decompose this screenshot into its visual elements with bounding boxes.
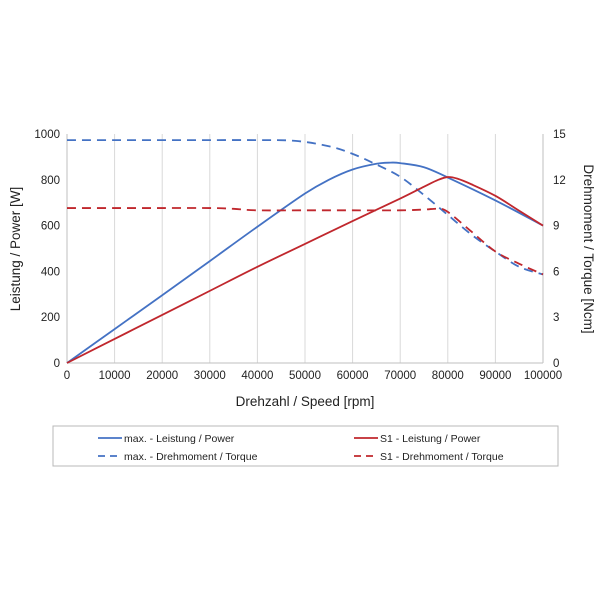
legend: max. - Leistung / Power S1 - Leistung / P… xyxy=(52,425,559,467)
x-tick-label: 70000 xyxy=(384,370,416,382)
y-left-tick-label: 200 xyxy=(41,312,60,324)
legend-item-max-leistung-power: max. - Leistung / Power xyxy=(98,433,235,445)
legend-label: S1 - Leistung / Power xyxy=(380,433,481,445)
x-tick-label: 30000 xyxy=(194,370,226,382)
x-tick-label: 10000 xyxy=(99,370,131,382)
y-left-tick-label: 800 xyxy=(41,175,60,187)
x-tick-label: 50000 xyxy=(289,370,321,382)
x-tick-label: 80000 xyxy=(432,370,464,382)
y-axis-left-title: Leistung / Power [W] xyxy=(8,187,23,312)
legend-item-s1-leistung-power: S1 - Leistung / Power xyxy=(354,433,481,445)
y-right-tick-label: 12 xyxy=(553,175,566,187)
legend-label: max. - Leistung / Power xyxy=(124,433,235,445)
grid-layer xyxy=(114,134,544,363)
legend-item-s1-drehmoment-torque: S1 - Drehmoment / Torque xyxy=(354,451,504,463)
x-tick-label: 40000 xyxy=(241,370,273,382)
y-left-tick-label: 600 xyxy=(41,221,60,233)
y-right-tick-label: 0 xyxy=(553,358,559,370)
series-line-s1-leistung-power xyxy=(66,176,544,364)
y-right-tick-label: 9 xyxy=(553,221,559,233)
y-left-tick-label: 400 xyxy=(41,266,60,278)
x-tick-label: 90000 xyxy=(479,370,511,382)
legend-items: max. - Leistung / Power S1 - Leistung / P… xyxy=(98,433,504,463)
y-right-tick-label: 15 xyxy=(553,129,566,141)
legend-frame xyxy=(52,425,559,467)
ticks-layer: 0 10000 20000 30000 40000 50000 60000 70000 8000… xyxy=(34,129,565,382)
y-axis-right-title: Drehmoment / Torque [Ncm] xyxy=(581,164,596,333)
legend-label: max. - Drehmoment / Torque xyxy=(124,451,258,463)
y-right-tick-label: 6 xyxy=(553,266,559,278)
y-right-tick-label: 3 xyxy=(553,312,559,324)
legend-label: S1 - Drehmoment / Torque xyxy=(380,451,504,463)
x-tick-label: 0 xyxy=(64,370,70,382)
x-axis-title: Drehzahl / Speed [rpm] xyxy=(236,394,375,409)
x-tick-label: 100000 xyxy=(524,370,562,382)
series-layer xyxy=(66,139,544,364)
x-tick-label: 60000 xyxy=(337,370,369,382)
axes-layer xyxy=(66,134,544,364)
y-left-tick-label: 0 xyxy=(54,358,60,370)
series-line-s1-drehmoment-torque xyxy=(67,207,544,276)
series-line-max-drehmoment-torque xyxy=(67,139,544,276)
series-line-max-leistung-power xyxy=(66,161,544,364)
legend-item-max-drehmoment-torque: max. - Drehmoment / Torque xyxy=(98,451,258,463)
x-tick-label: 20000 xyxy=(146,370,178,382)
y-left-tick-label: 1000 xyxy=(34,129,60,141)
